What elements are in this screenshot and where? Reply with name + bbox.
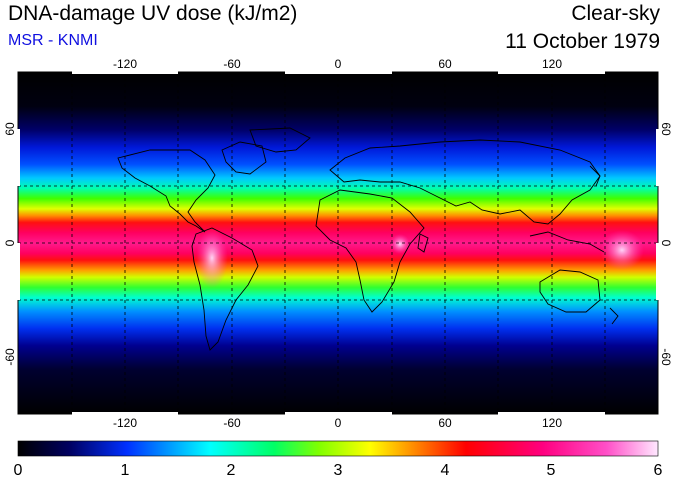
- colorbar-label: 2: [227, 462, 236, 479]
- africa-hotspot: [390, 234, 410, 254]
- colorbar-label: 6: [654, 462, 663, 479]
- lon-tick-top: -60: [223, 57, 241, 71]
- lon-tick-bottom: -60: [223, 416, 241, 430]
- colorbar-label: 5: [547, 462, 556, 479]
- lat-ticks-right: 60 0 -60: [659, 122, 673, 366]
- map-title: DNA-damage UV dose (kJ/m2): [8, 2, 298, 25]
- lon-tick-top: 120: [542, 57, 562, 71]
- colorbar: [17, 440, 659, 457]
- andes-hotspot: [196, 228, 228, 288]
- colorbar-label: 1: [121, 462, 130, 479]
- date-label: 11 October 1979: [505, 30, 660, 53]
- lon-ticks-top: -120 -60 0 60 120: [113, 57, 562, 71]
- lon-tick-bottom: -120: [113, 416, 137, 430]
- lat-tick-left: 60: [3, 122, 17, 136]
- sky-condition-label: Clear-sky: [571, 2, 660, 25]
- lon-ticks-bottom: -120 -60 0 60 120: [113, 416, 562, 430]
- lon-tick-top: -120: [113, 57, 137, 71]
- lon-tick-bottom: 60: [438, 416, 452, 430]
- lon-tick-bottom: 120: [542, 416, 562, 430]
- coastlines: [117, 127, 619, 351]
- lon-tick-top: 60: [438, 57, 452, 71]
- colorbar-label: 4: [441, 462, 450, 479]
- map-frame: [17, 71, 659, 415]
- lat-tick-right: -60: [659, 348, 673, 366]
- source-label: MSR - KNMI: [8, 32, 98, 49]
- colorbar-label: 0: [14, 462, 23, 479]
- lon-tick-top: 0: [335, 57, 342, 71]
- lat-ticks-left: 60 0 -60: [3, 122, 17, 366]
- colorbar-label: 3: [334, 462, 343, 479]
- lat-tick-right: 0: [659, 240, 673, 247]
- lat-tick-left: 0: [3, 239, 17, 246]
- lat-tick-right: 60: [659, 122, 673, 136]
- lon-tick-bottom: 0: [335, 416, 342, 430]
- graticule: [18, 72, 658, 414]
- lat-tick-left: -60: [3, 348, 17, 366]
- pacific-hotspot: [600, 230, 644, 270]
- colorbar-labels: 0 1 2 3 4 5 6: [14, 462, 663, 479]
